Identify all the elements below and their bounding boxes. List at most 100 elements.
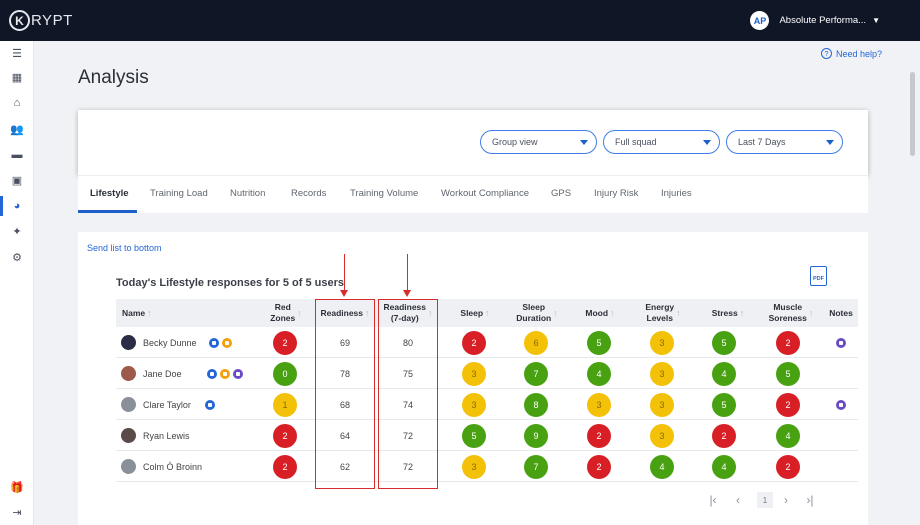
- readiness-7day-highlight-box: [378, 299, 438, 489]
- header-sleep[interactable]: Sleep ↑: [445, 299, 505, 327]
- header-red-zones[interactable]: Red Zones ↑: [261, 299, 311, 327]
- score-circle: 4: [776, 423, 800, 448]
- header-stress[interactable]: Stress ↑: [698, 299, 758, 327]
- notes-cell[interactable]: [829, 389, 853, 420]
- score-circle: 4: [587, 361, 611, 386]
- score-circle: 3: [650, 361, 674, 386]
- tab-training-load[interactable]: Training Load: [150, 188, 208, 199]
- header-readiness-label: Readiness: [320, 307, 364, 318]
- notes-cell[interactable]: [829, 327, 853, 358]
- score-circle: 1: [273, 392, 297, 417]
- tab-nutrition[interactable]: Nutrition: [230, 188, 266, 199]
- top-bar: K RYPT AP Absolute Performa... ▼: [0, 0, 920, 41]
- header-mood[interactable]: Mood ↑: [570, 299, 630, 327]
- athlete-name-cell[interactable]: Clare Taylor: [116, 389, 256, 420]
- athlete-name-cell[interactable]: Ryan Lewis: [116, 420, 256, 451]
- logo[interactable]: K RYPT: [9, 10, 73, 31]
- need-help-link[interactable]: ? Need help?: [821, 48, 882, 59]
- calendar-icon[interactable]: ▦: [11, 71, 23, 84]
- header-sleep-label: Sleep: [460, 307, 484, 318]
- date-range-select[interactable]: Last 7 Days: [726, 130, 843, 154]
- soreness-cell: 4: [776, 420, 800, 451]
- header-readiness-7day[interactable]: Readiness (7-day) ↑: [378, 299, 438, 327]
- cards-icon[interactable]: ▬: [11, 149, 23, 161]
- score-circle: 2: [587, 423, 611, 448]
- score-circle: 2: [712, 423, 736, 448]
- stress-cell: 5: [712, 389, 736, 420]
- score-circle: 3: [650, 392, 674, 417]
- table-row[interactable]: Clare Taylor 1 68 74 3 8 3 3 5 2: [116, 389, 858, 420]
- sort-arrow-icon: ↑: [147, 307, 152, 318]
- sort-arrow-icon: ↑: [365, 307, 370, 318]
- sleep-duration-cell: 7: [524, 358, 548, 389]
- table-row[interactable]: Ryan Lewis 2 64 72 5 9 2 3 2 4: [116, 420, 858, 451]
- menu-icon[interactable]: ☰: [12, 47, 22, 60]
- gallery-icon[interactable]: ▣: [11, 174, 23, 187]
- stress-cell: 2: [712, 420, 736, 451]
- send-list-to-bottom-link[interactable]: Send list to bottom: [87, 243, 162, 253]
- group-view-select[interactable]: Group view: [480, 130, 597, 154]
- score-circle: 9: [524, 423, 548, 448]
- readiness-cell: 68: [339, 399, 350, 410]
- athlete-name-cell[interactable]: Colm Ó Broinn: [116, 451, 256, 482]
- avatar: [121, 366, 136, 381]
- readiness-7day-cell: 80: [402, 337, 413, 348]
- sparkle-icon[interactable]: ✦: [12, 225, 22, 238]
- red-zones-cell: 1: [273, 389, 297, 420]
- header-sleep-duration-label: Sleep Duration: [516, 302, 552, 323]
- page-scrollbar[interactable]: [910, 72, 915, 156]
- tab-injury-risk[interactable]: Injury Risk: [594, 188, 639, 199]
- squad-select[interactable]: Full squad: [603, 130, 720, 154]
- mood-cell: 3: [587, 389, 611, 420]
- mood-cell: 2: [587, 420, 611, 451]
- athlete-name: Ryan Lewis: [143, 430, 190, 441]
- header-energy-levels[interactable]: Energy Levels ↑: [633, 299, 693, 327]
- tab-workout-compliance[interactable]: Workout Compliance: [441, 188, 530, 199]
- gift-icon[interactable]: 🎁: [10, 481, 24, 494]
- first-page-icon[interactable]: |‹: [709, 493, 717, 507]
- device-badge-icon: [206, 368, 217, 379]
- sleep-duration-cell: 7: [524, 451, 548, 482]
- stress-cell: 4: [712, 358, 736, 389]
- score-circle: 3: [650, 423, 674, 448]
- table-row[interactable]: Jane Doe 0 78 75 3 7 4 3 4 5: [116, 358, 858, 389]
- tab-injuries[interactable]: Injuries: [661, 188, 692, 199]
- logout-icon[interactable]: ⇥: [12, 506, 22, 519]
- table-row[interactable]: Colm Ó Broinn 2 62 72 3 7 2 4 4 2: [116, 451, 858, 482]
- settings-gear-icon[interactable]: ⚙: [12, 251, 22, 264]
- score-circle: 2: [776, 330, 800, 355]
- group-view-value: Group view: [492, 137, 538, 147]
- red-zones-cell: 0: [273, 358, 297, 389]
- energy-cell: 4: [650, 451, 674, 482]
- users-icon[interactable]: 👥: [10, 123, 24, 136]
- score-circle: 5: [776, 361, 800, 386]
- header-muscle-soreness[interactable]: Muscle Soreness ↑: [761, 299, 821, 327]
- header-name[interactable]: Name ↑: [116, 299, 216, 327]
- dropdown-arrow-icon: [703, 140, 711, 145]
- sort-arrow-icon: ↑: [808, 307, 814, 318]
- page-number[interactable]: 1: [757, 492, 773, 508]
- header-sleep-duration[interactable]: Sleep Duration ↑: [507, 299, 567, 327]
- analysis-pie-icon[interactable]: ◕: [13, 200, 21, 212]
- lifestyle-card: Send list to bottom Today's Lifestyle re…: [78, 232, 868, 525]
- table-row[interactable]: Becky Dunne 2 69 80 2 6 5 3 5 2: [116, 327, 858, 358]
- prev-page-icon[interactable]: ‹: [736, 493, 740, 507]
- next-page-icon[interactable]: ›: [784, 493, 788, 507]
- readiness-cell: 64: [339, 430, 350, 441]
- last-page-icon[interactable]: ›|: [806, 493, 814, 507]
- note-icon[interactable]: [836, 337, 846, 348]
- tab-records[interactable]: Records: [291, 188, 327, 199]
- account-menu[interactable]: AP Absolute Performa... ▼: [750, 11, 880, 30]
- home-icon[interactable]: ⌂: [13, 97, 21, 109]
- score-circle: 2: [587, 454, 611, 479]
- note-icon[interactable]: [836, 399, 846, 410]
- tab-lifestyle[interactable]: Lifestyle: [90, 188, 129, 199]
- soreness-cell: 5: [776, 358, 800, 389]
- header-readiness[interactable]: Readiness ↑: [315, 299, 375, 327]
- tab-training-volume[interactable]: Training Volume: [350, 188, 419, 199]
- athlete-name-cell[interactable]: Jane Doe: [116, 358, 256, 389]
- tab-gps[interactable]: GPS: [551, 188, 572, 199]
- pdf-export-icon[interactable]: PDF: [810, 266, 827, 286]
- score-circle: 3: [462, 392, 486, 417]
- athlete-name-cell[interactable]: Becky Dunne: [116, 327, 256, 358]
